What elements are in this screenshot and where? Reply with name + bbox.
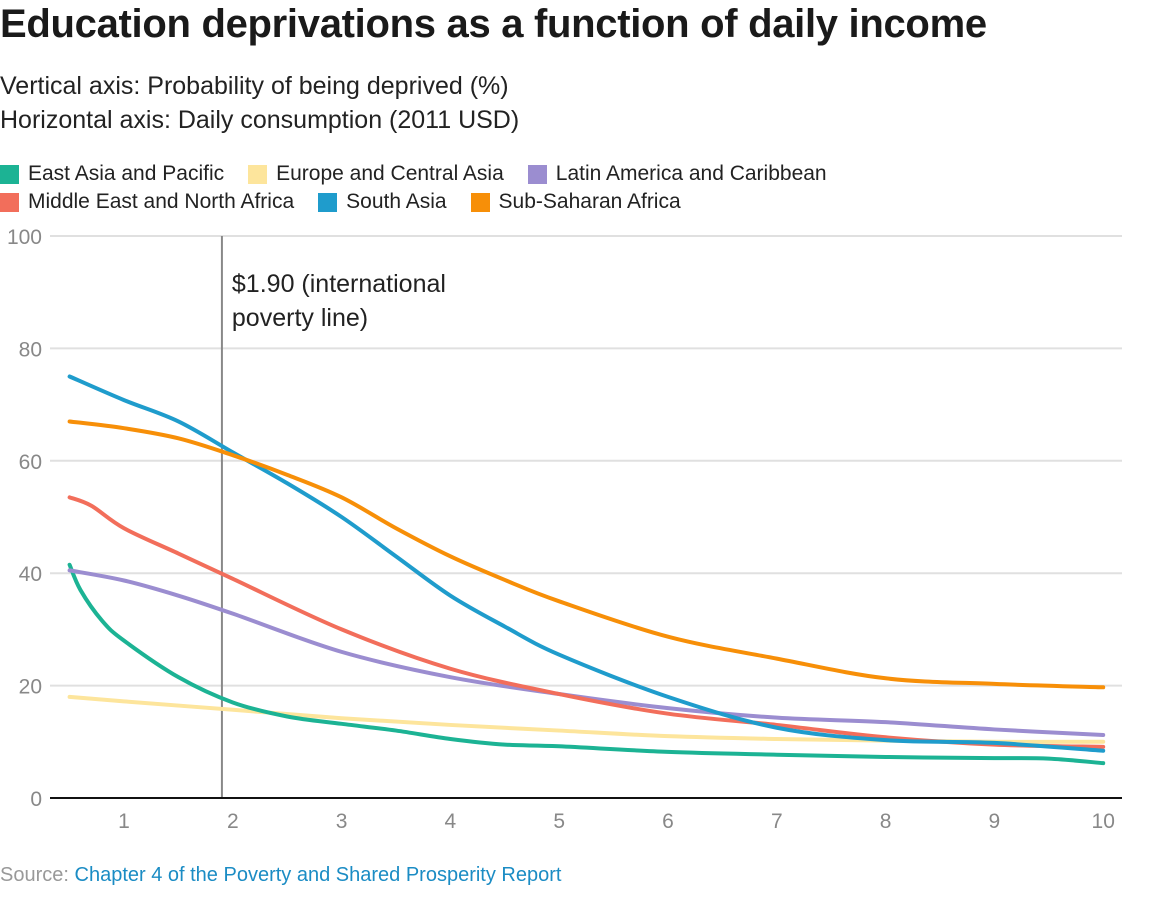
source-label: Source: xyxy=(0,864,69,886)
source-link[interactable]: Chapter 4 of the Poverty and Shared Pros… xyxy=(74,864,562,886)
legend-item-latin-america-caribbean[interactable]: Latin America and Caribbean xyxy=(527,162,827,186)
legend-label: South Asia xyxy=(346,190,447,213)
chart-title: Education deprivations as a function of … xyxy=(0,2,987,46)
x-tick-label: 7 xyxy=(771,810,783,833)
legend-row-2: Middle East and North Africa South Asia … xyxy=(0,188,1158,216)
y-tick-label: 60 xyxy=(19,451,42,474)
legend-label: Middle East and North Africa xyxy=(28,190,295,213)
y-tick-label: 40 xyxy=(19,563,42,586)
series-line-europe-and-central-asia[interactable] xyxy=(67,694,1106,744)
series-lines xyxy=(67,374,1106,766)
legend-item-east-asia-pacific[interactable]: East Asia and Pacific xyxy=(0,162,224,186)
poverty-line-annotation-line-1: $1.90 (international xyxy=(232,270,446,298)
poverty-line-annotation-line-2: poverty line) xyxy=(232,304,368,332)
legend-label: East Asia and Pacific xyxy=(28,162,225,185)
x-tick-label: 2 xyxy=(227,810,239,833)
gridlines xyxy=(50,235,1122,687)
legend-label: Latin America and Caribbean xyxy=(555,162,827,185)
legend-item-europe-central-asia[interactable]: Europe and Central Asia xyxy=(248,162,504,186)
legend-swatch xyxy=(248,164,268,184)
series-line-sub-saharan-africa[interactable] xyxy=(67,419,1106,690)
x-axis-ticks: 1 2 3 4 5 6 7 8 9 10 xyxy=(118,810,1115,833)
x-tick-label: 9 xyxy=(989,810,1001,833)
y-axis-ticks: 0 20 40 60 80 100 xyxy=(7,226,42,811)
chart-subtitle-x-axis: Horizontal axis: Daily consumption (2011… xyxy=(0,106,520,134)
legend-item-south-asia[interactable]: South Asia xyxy=(318,190,447,214)
legend-item-sub-saharan-africa[interactable]: Sub-Saharan Africa xyxy=(470,190,681,214)
legend-item-middle-east-north-africa[interactable]: Middle East and North Africa xyxy=(0,190,294,214)
y-tick-label: 80 xyxy=(19,338,42,361)
legend-swatch xyxy=(0,192,19,212)
legend-label: Sub-Saharan Africa xyxy=(498,190,681,213)
legend-row-1: East Asia and Pacific Europe and Central… xyxy=(0,160,1158,188)
series-line-middle-east-and-north-africa[interactable] xyxy=(67,495,1106,749)
series-line-south-asia[interactable] xyxy=(67,374,1106,753)
x-tick-label: 8 xyxy=(880,810,892,833)
chart-subtitle-y-axis: Vertical axis: Probability of being depr… xyxy=(0,72,509,100)
y-tick-label: 0 xyxy=(30,788,42,811)
x-tick-label: 3 xyxy=(336,810,348,833)
x-tick-label: 6 xyxy=(662,810,674,833)
series-line-east-asia-and-pacific[interactable] xyxy=(67,562,1106,766)
x-tick-label: 5 xyxy=(553,810,565,833)
legend-swatch xyxy=(527,164,547,184)
x-tick-label: 4 xyxy=(445,810,457,833)
x-tick-label: 1 xyxy=(118,810,130,833)
legend-label: Europe and Central Asia xyxy=(276,162,504,185)
legend-swatch xyxy=(318,192,338,212)
legend-swatch xyxy=(470,192,490,212)
source-note: Source: Chapter 4 of the Poverty and Sha… xyxy=(0,864,561,887)
chart-legend: East Asia and Pacific Europe and Central… xyxy=(0,160,1158,216)
x-tick-label: 10 xyxy=(1092,810,1115,833)
legend-swatch xyxy=(0,164,19,184)
y-tick-label: 20 xyxy=(19,676,42,699)
y-tick-label: 100 xyxy=(7,226,42,249)
